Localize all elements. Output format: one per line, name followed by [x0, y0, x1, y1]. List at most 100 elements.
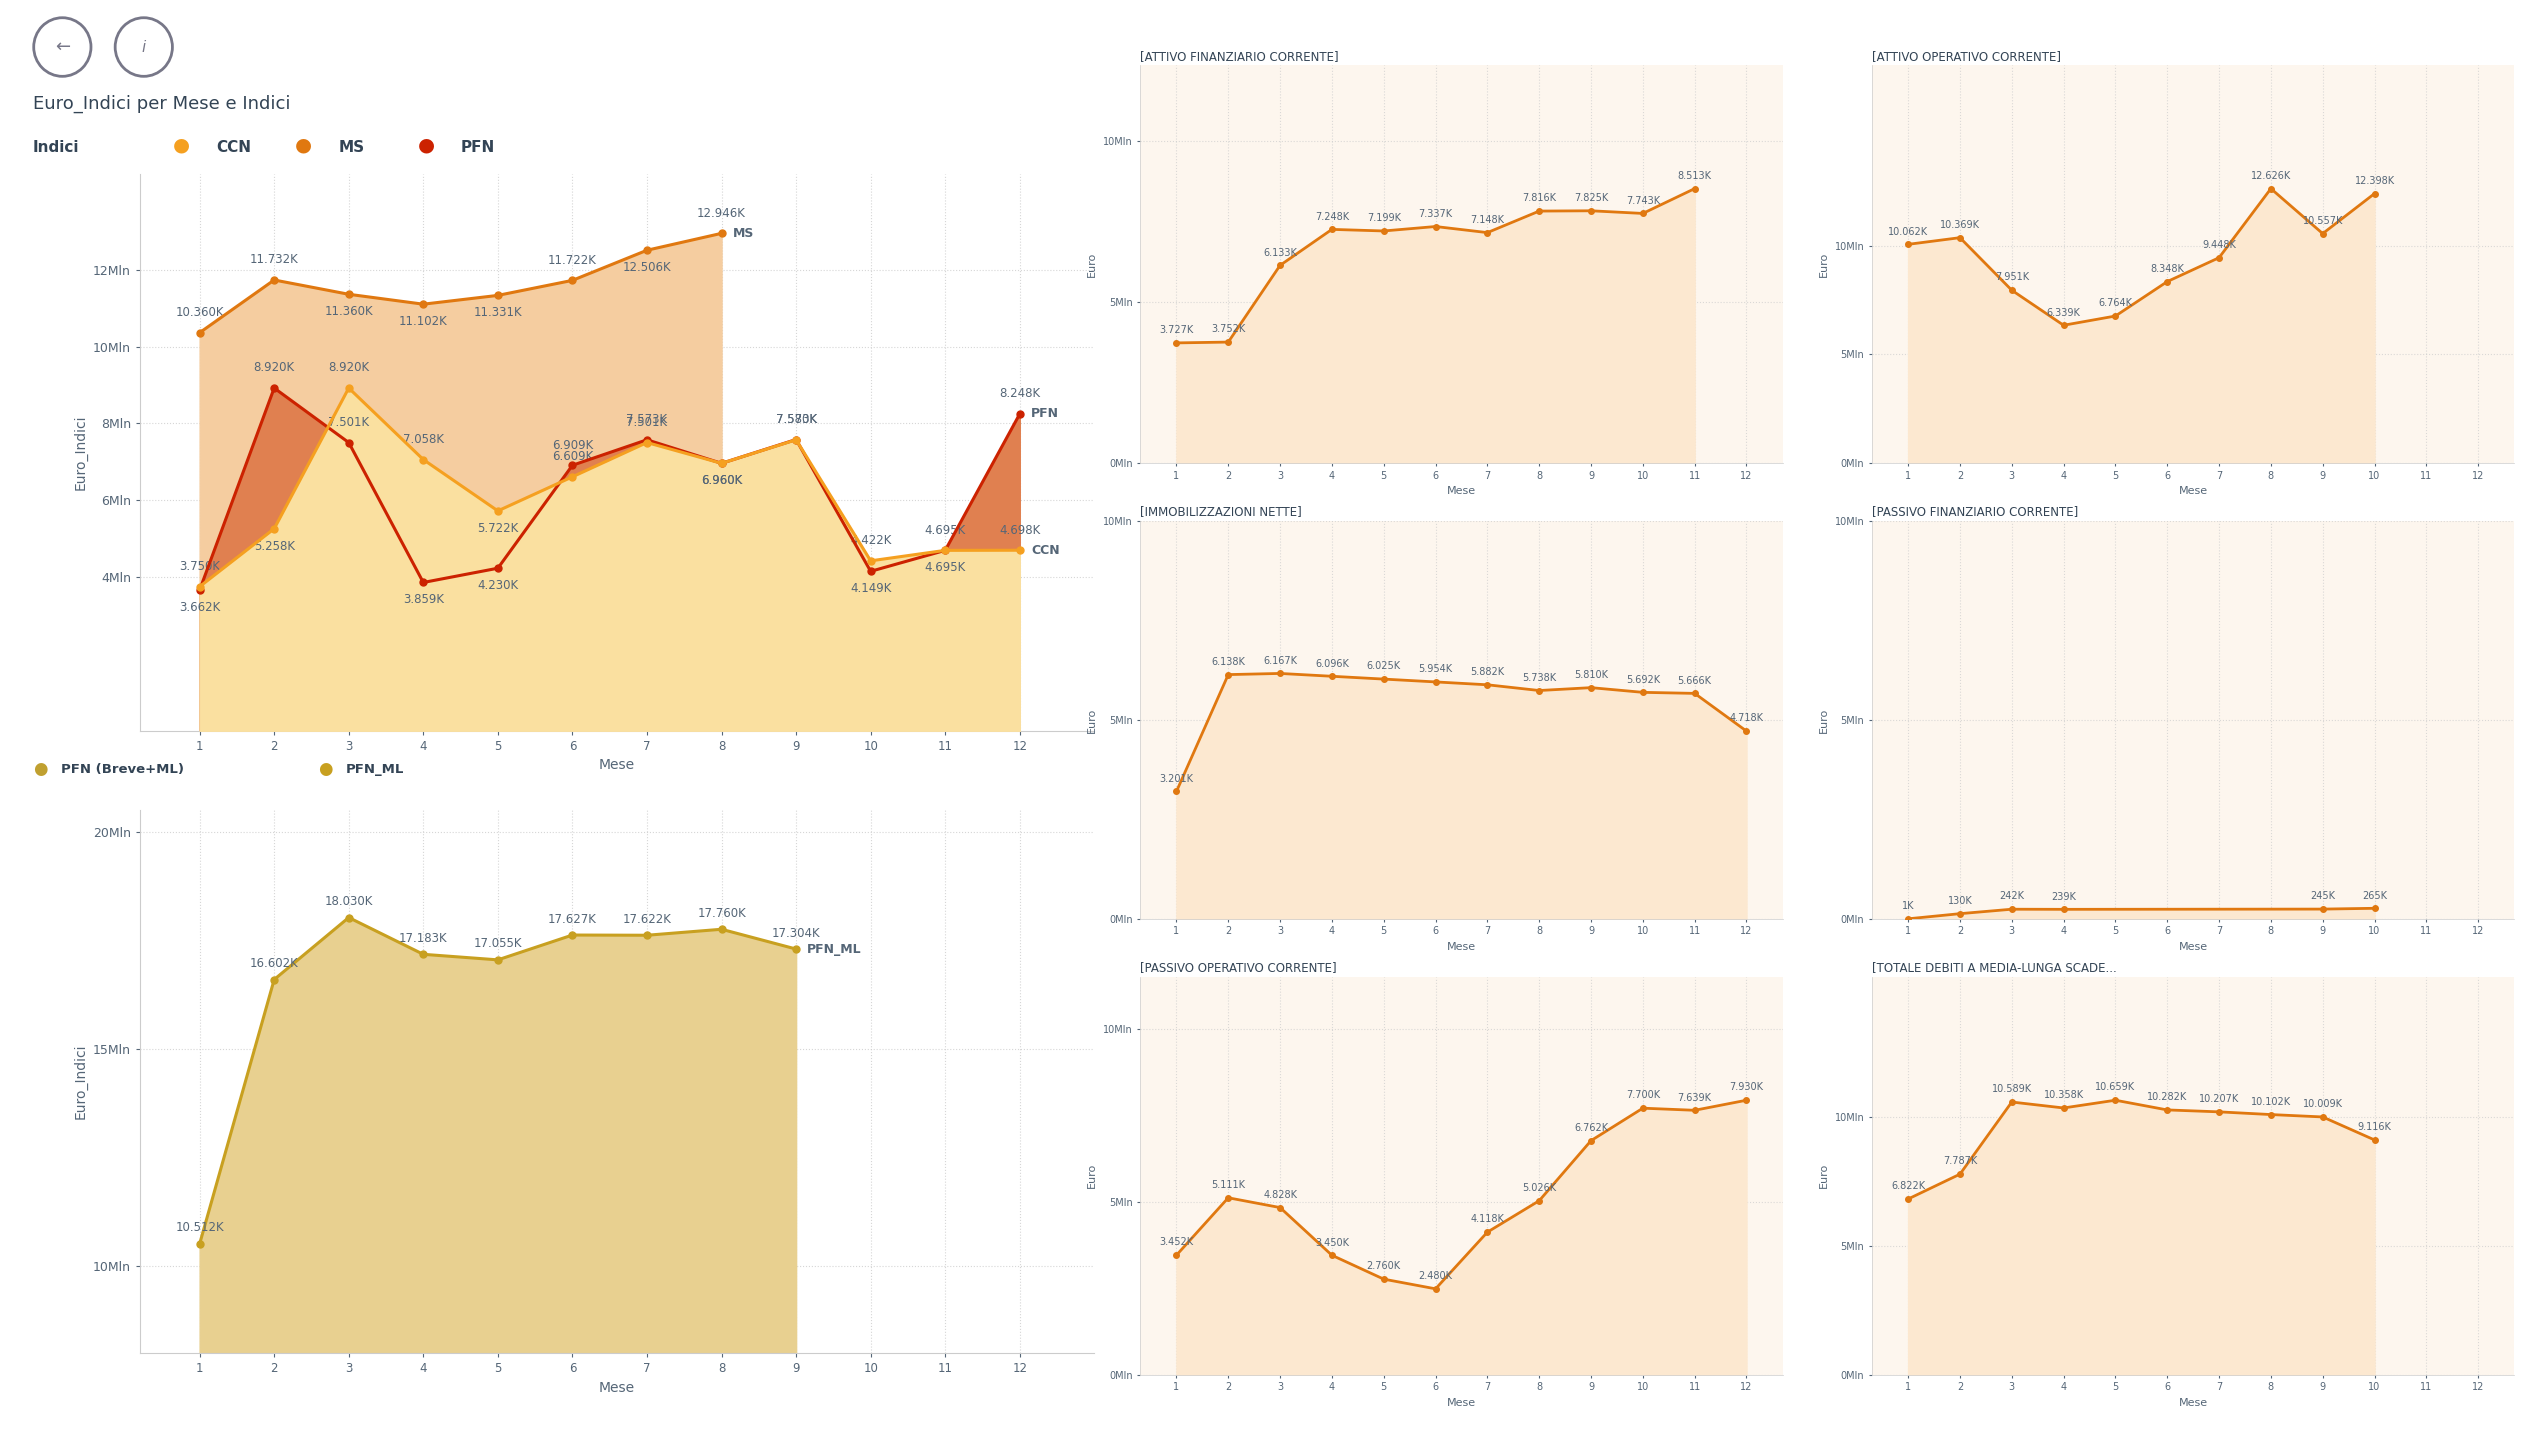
X-axis label: Mese: Mese — [1448, 942, 1476, 952]
Text: 4.718K: 4.718K — [1731, 713, 1764, 724]
Text: ←: ← — [56, 38, 69, 56]
Text: 17.055K: 17.055K — [473, 938, 522, 951]
Text: ●: ● — [173, 136, 191, 155]
Text: 10.557K: 10.557K — [2303, 216, 2344, 226]
X-axis label: Mese: Mese — [1448, 486, 1476, 496]
Text: 6.960K: 6.960K — [700, 475, 743, 488]
Text: 6.133K: 6.133K — [1262, 247, 1298, 258]
Text: 10.282K: 10.282K — [2148, 1092, 2186, 1103]
Text: 6.096K: 6.096K — [1316, 658, 1349, 669]
Y-axis label: Euro_Indici: Euro_Indici — [74, 414, 87, 491]
Text: 8.248K: 8.248K — [1000, 388, 1041, 401]
Y-axis label: Euro_Indici: Euro_Indici — [74, 1043, 87, 1120]
Text: 7.573K: 7.573K — [776, 412, 817, 425]
Text: 9.116K: 9.116K — [2357, 1123, 2392, 1132]
Text: 12.506K: 12.506K — [624, 260, 672, 273]
Text: 18.030K: 18.030K — [326, 896, 374, 909]
Text: 7.058K: 7.058K — [402, 433, 443, 446]
Text: ●: ● — [318, 760, 333, 778]
Y-axis label: Euro: Euro — [1087, 1163, 1097, 1188]
Text: 5.722K: 5.722K — [478, 522, 519, 535]
X-axis label: Mese: Mese — [2179, 942, 2207, 952]
Text: 3.752K: 3.752K — [1211, 324, 1245, 334]
Text: 8.920K: 8.920K — [328, 362, 369, 375]
Text: 239K: 239K — [2051, 891, 2077, 901]
Text: 9.448K: 9.448K — [2201, 240, 2237, 250]
Text: 1K: 1K — [1901, 901, 1914, 912]
Text: 3.662K: 3.662K — [178, 601, 221, 614]
Text: 6.822K: 6.822K — [1891, 1181, 1924, 1191]
X-axis label: Mese: Mese — [2179, 486, 2207, 496]
Text: 10.659K: 10.659K — [2095, 1082, 2135, 1092]
Text: 7.825K: 7.825K — [1573, 192, 1608, 203]
Text: 3.750K: 3.750K — [178, 560, 219, 573]
Text: PFN: PFN — [461, 140, 494, 155]
Text: 5.111K: 5.111K — [1211, 1181, 1245, 1189]
Text: 16.602K: 16.602K — [249, 956, 298, 969]
Text: PFN (Breve+ML): PFN (Breve+ML) — [61, 763, 183, 776]
Text: 10.358K: 10.358K — [2044, 1090, 2084, 1100]
Text: 6.339K: 6.339K — [2046, 308, 2079, 317]
Text: 7.501K: 7.501K — [328, 415, 369, 428]
Text: 3.727K: 3.727K — [1161, 326, 1194, 336]
Text: 4.230K: 4.230K — [478, 579, 519, 592]
Text: 17.627K: 17.627K — [547, 913, 598, 926]
Text: ●: ● — [295, 136, 313, 155]
Text: 8.920K: 8.920K — [254, 362, 295, 375]
Text: CCN: CCN — [1031, 544, 1059, 557]
Text: 5.666K: 5.666K — [1677, 676, 1713, 686]
Text: 6.025K: 6.025K — [1367, 661, 1400, 671]
Text: 10.009K: 10.009K — [2303, 1100, 2344, 1110]
Text: 265K: 265K — [2362, 890, 2387, 900]
Text: MS: MS — [733, 227, 753, 240]
Text: 4.118K: 4.118K — [1471, 1214, 1504, 1224]
Text: 7.337K: 7.337K — [1418, 208, 1453, 218]
Text: 5.810K: 5.810K — [1573, 670, 1608, 680]
Text: 7.580K: 7.580K — [776, 412, 817, 425]
Text: 10.207K: 10.207K — [2199, 1094, 2240, 1104]
Text: 4.698K: 4.698K — [1000, 524, 1041, 537]
Text: 7.951K: 7.951K — [1995, 272, 2028, 282]
Text: 10.589K: 10.589K — [1993, 1084, 2031, 1094]
Text: 130K: 130K — [1947, 896, 1972, 906]
Text: 7.501K: 7.501K — [626, 415, 667, 428]
Text: 3.201K: 3.201K — [1161, 774, 1194, 784]
Text: 245K: 245K — [2311, 891, 2336, 901]
Text: 7.816K: 7.816K — [1522, 194, 1555, 204]
Text: 7.930K: 7.930K — [1731, 1082, 1764, 1092]
Text: 12.398K: 12.398K — [2354, 177, 2395, 185]
Text: CCN: CCN — [216, 140, 252, 155]
Text: 10.369K: 10.369K — [1939, 220, 1980, 230]
Text: 11.102K: 11.102K — [400, 315, 448, 328]
Text: [PASSIVO FINANZIARIO CORRENTE]: [PASSIVO FINANZIARIO CORRENTE] — [1873, 505, 2079, 518]
Text: 10.102K: 10.102K — [2250, 1097, 2291, 1107]
Text: 8.348K: 8.348K — [2151, 263, 2184, 273]
Text: 17.304K: 17.304K — [771, 926, 819, 939]
Text: 5.738K: 5.738K — [1522, 673, 1555, 683]
Text: 6.909K: 6.909K — [552, 438, 593, 451]
Text: 7.743K: 7.743K — [1626, 195, 1659, 205]
Text: [ATTIVO FINANZIARIO CORRENTE]: [ATTIVO FINANZIARIO CORRENTE] — [1140, 49, 1339, 62]
Text: 7.248K: 7.248K — [1316, 211, 1349, 221]
Text: 6.960K: 6.960K — [700, 475, 743, 488]
Text: 6.764K: 6.764K — [2100, 298, 2133, 308]
Text: 5.258K: 5.258K — [254, 540, 295, 553]
Text: 7.148K: 7.148K — [1471, 216, 1504, 224]
Text: 6.167K: 6.167K — [1262, 655, 1298, 666]
Text: 11.331K: 11.331K — [473, 307, 522, 320]
Text: 242K: 242K — [2000, 891, 2023, 901]
Text: 5.954K: 5.954K — [1418, 664, 1453, 674]
Text: Indici: Indici — [33, 140, 79, 155]
Text: 2.480K: 2.480K — [1418, 1270, 1453, 1281]
Y-axis label: Euro: Euro — [1820, 1163, 1830, 1188]
Text: 7.639K: 7.639K — [1677, 1092, 1713, 1103]
X-axis label: Mese: Mese — [598, 758, 636, 773]
X-axis label: Mese: Mese — [598, 1380, 636, 1395]
Text: ●: ● — [33, 760, 48, 778]
Text: 17.622K: 17.622K — [624, 913, 672, 926]
Text: 11.360K: 11.360K — [323, 305, 374, 318]
Text: 2.760K: 2.760K — [1367, 1262, 1400, 1272]
Text: 11.722K: 11.722K — [547, 253, 598, 266]
Text: 3.452K: 3.452K — [1161, 1237, 1194, 1247]
Text: 4.149K: 4.149K — [850, 582, 891, 595]
